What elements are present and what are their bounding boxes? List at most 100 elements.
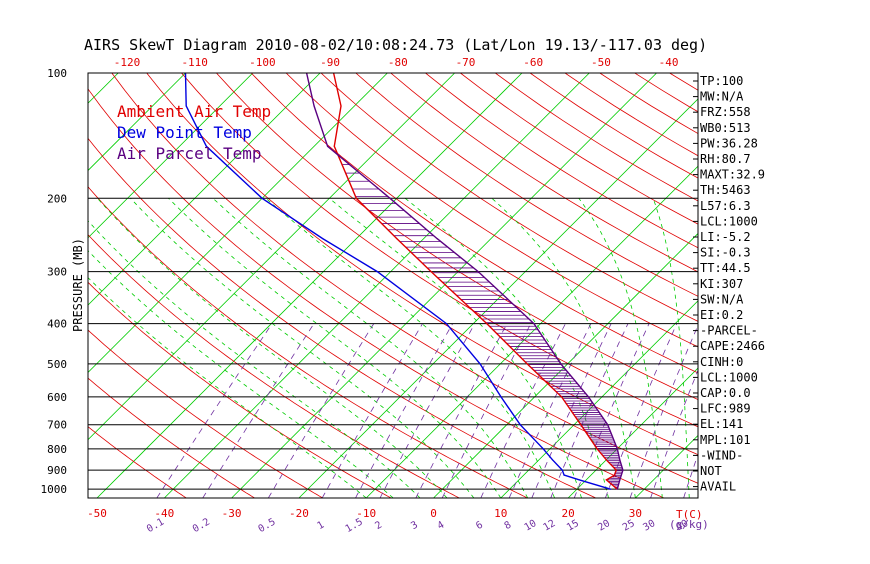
data-point	[486, 323, 487, 324]
data-point	[322, 238, 323, 239]
pressure-tick: 700	[47, 419, 67, 432]
stability-index: -PARCEL-	[700, 324, 758, 338]
stability-index: NOT	[700, 464, 722, 478]
stability-index: CAP:0.0	[700, 386, 751, 400]
data-point	[552, 459, 553, 460]
top-temp-tick: -70	[456, 56, 476, 69]
stability-index: LI:-5.2	[700, 230, 751, 244]
data-point	[431, 271, 432, 272]
bottom-temp-tick: 10	[494, 507, 507, 520]
bottom-temp-tick: 20	[561, 507, 574, 520]
top-temp-tick: -100	[249, 56, 276, 69]
data-point	[478, 271, 479, 272]
data-point	[527, 363, 528, 364]
data-point	[561, 396, 562, 397]
data-point	[480, 363, 481, 364]
pressure-tick: 300	[47, 266, 67, 279]
stability-index: CINH:0	[700, 355, 743, 369]
bottom-temp-tick: -30	[222, 507, 242, 520]
data-point	[562, 470, 563, 471]
data-point	[563, 474, 564, 475]
stability-index: MPL:101	[700, 433, 751, 447]
legend-dew-point-temp: Dew Point Temp	[117, 123, 252, 142]
data-point	[619, 459, 620, 460]
stability-index: SW:N/A	[700, 292, 744, 306]
data-point	[619, 479, 620, 480]
data-point	[340, 105, 341, 106]
data-point	[377, 271, 378, 272]
data-point	[334, 146, 335, 147]
stability-index: TT:44.5	[700, 261, 751, 275]
data-point	[579, 479, 580, 480]
mixing-ratio-unit: (g/kg)	[669, 518, 709, 531]
top-temp-tick: -50	[591, 56, 611, 69]
stability-index: -WIND-	[700, 448, 743, 462]
bottom-temp-tick: -50	[87, 507, 107, 520]
data-point	[560, 363, 561, 364]
legend: Ambient Air Temp Dew Point Temp Air Parc…	[117, 102, 271, 163]
stability-index: MW:N/A	[700, 90, 744, 104]
stability-index: WB0:513	[700, 121, 751, 135]
top-temp-tick: -40	[659, 56, 679, 69]
data-point	[533, 323, 534, 324]
data-point	[588, 396, 589, 397]
stability-index: LFC:989	[700, 402, 751, 416]
data-point	[580, 424, 581, 425]
data-point	[606, 459, 607, 460]
stability-index: KI:307	[700, 277, 743, 291]
data-point	[543, 448, 544, 449]
data-point	[262, 198, 263, 199]
data-point	[607, 424, 608, 425]
bottom-temp-tick: 0	[430, 507, 437, 520]
top-temp-tick: -90	[320, 56, 340, 69]
top-temp-tick: -120	[114, 56, 141, 69]
stability-index: PW:36.28	[700, 136, 758, 150]
legend-air-parcel-temp: Air Parcel Temp	[117, 144, 262, 163]
stability-index: LCL:1000	[700, 214, 758, 228]
data-point	[606, 479, 607, 480]
legend-ambient-air-temp: Ambient Air Temp	[117, 102, 271, 121]
pressure-tick: 400	[47, 318, 67, 331]
data-point	[389, 198, 390, 199]
stability-index: EI:0.2	[700, 308, 743, 322]
pressure-tick: 200	[47, 192, 67, 205]
data-point	[437, 238, 438, 239]
pressure-tick: 1000	[41, 483, 68, 496]
top-temp-tick: -60	[523, 56, 543, 69]
stability-index: L57:6.3	[700, 199, 751, 213]
top-temp-tick: -80	[388, 56, 408, 69]
pressure-tick: 900	[47, 464, 67, 477]
data-point	[596, 448, 597, 449]
stability-index: FRZ:558	[700, 105, 751, 119]
bottom-temp-tick: -20	[289, 507, 309, 520]
stability-index: AVAIL	[700, 480, 736, 494]
data-point	[614, 474, 615, 475]
chart-title: AIRS SkewT Diagram 2010-08-02/10:08:24.7…	[84, 36, 707, 54]
stability-index: LCL:1000	[700, 370, 758, 384]
data-point	[617, 448, 618, 449]
stability-index: TH:5463	[700, 183, 751, 197]
data-point	[616, 470, 617, 471]
data-point	[520, 424, 521, 425]
stability-index: MAXT:32.9	[700, 168, 765, 182]
stability-index: TP:100	[700, 74, 743, 88]
data-point	[327, 146, 328, 147]
pressure-tick: 800	[47, 443, 67, 456]
data-point	[396, 238, 397, 239]
pressure-tick: 600	[47, 391, 67, 404]
stability-index: CAPE:2466	[700, 339, 765, 353]
pressure-tick: 100	[47, 67, 67, 80]
data-point	[610, 489, 611, 490]
top-temp-tick: -110	[181, 56, 208, 69]
y-axis-label: PRESSURE (MB)	[71, 238, 85, 332]
data-point	[446, 323, 447, 324]
data-point	[500, 396, 501, 397]
data-point	[622, 470, 623, 471]
stability-index: EL:141	[700, 417, 743, 431]
stability-index: SI:-0.3	[700, 246, 751, 260]
data-point	[356, 198, 357, 199]
pressure-tick: 500	[47, 358, 67, 371]
stability-index: RH:80.7	[700, 152, 751, 166]
